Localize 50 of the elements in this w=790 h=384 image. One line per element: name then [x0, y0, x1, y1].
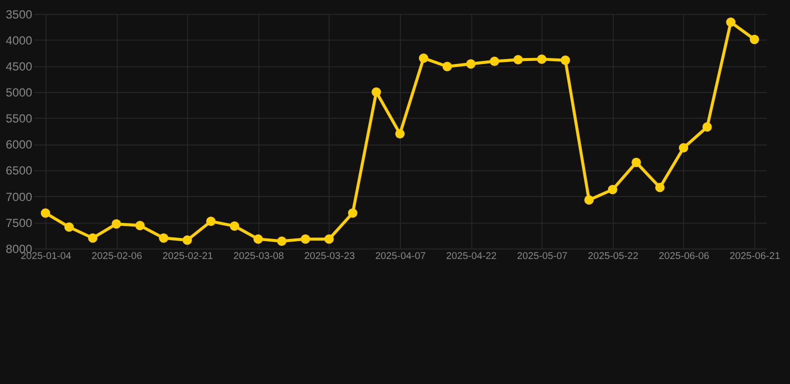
point: [112, 219, 122, 229]
x-tick-label: 2025-03-08: [233, 250, 284, 262]
point: [466, 59, 476, 69]
x-tick-label: 2025-04-07: [375, 250, 426, 262]
point: [655, 182, 665, 192]
point: [418, 53, 428, 63]
point: [513, 55, 523, 64]
point: [253, 234, 263, 244]
x-tick-label: 2025-04-22: [446, 250, 497, 262]
point: [584, 195, 594, 205]
point: [277, 236, 286, 246]
y-tick-label: 6000: [6, 138, 33, 152]
y-tick-label: 5000: [6, 86, 33, 100]
y-tick-label: 7000: [6, 190, 33, 204]
point: [158, 233, 168, 243]
x-tick-label: 2025-02-06: [92, 250, 143, 262]
x-tick-label: 2025-02-21: [162, 250, 214, 262]
point: [632, 158, 641, 168]
point: [64, 222, 74, 232]
point: [348, 208, 358, 218]
point: [372, 87, 382, 97]
point: [230, 221, 240, 231]
point: [678, 143, 688, 153]
point: [40, 208, 50, 218]
x-tick-label: 2025-03-23: [304, 250, 356, 262]
point: [702, 122, 712, 132]
y-tick-label: 5500: [6, 112, 33, 126]
point: [324, 234, 334, 244]
x-tick-label: 2025-05-07: [516, 250, 568, 262]
x-tick-label: 2025-05-22: [588, 250, 638, 262]
y-tick-label: 3500: [6, 7, 33, 22]
x-tick-label: 2025-06-06: [658, 250, 710, 262]
y-tick-label: 4500: [6, 59, 33, 74]
point: [560, 56, 570, 65]
point: [206, 216, 216, 226]
point: [490, 56, 500, 66]
point: [537, 54, 546, 64]
point: [135, 220, 145, 230]
y-tick-label: 4000: [6, 33, 33, 48]
point: [182, 235, 192, 245]
x-tick-label: 2025-06-21: [730, 250, 781, 262]
point: [726, 17, 736, 27]
point: [750, 34, 760, 44]
point: [395, 129, 405, 138]
point: [442, 62, 452, 72]
point: [608, 184, 618, 194]
point: [300, 234, 310, 244]
point: [88, 233, 98, 243]
y-tick-label: 6500: [6, 164, 33, 178]
y-tick-label: 7500: [6, 216, 33, 230]
